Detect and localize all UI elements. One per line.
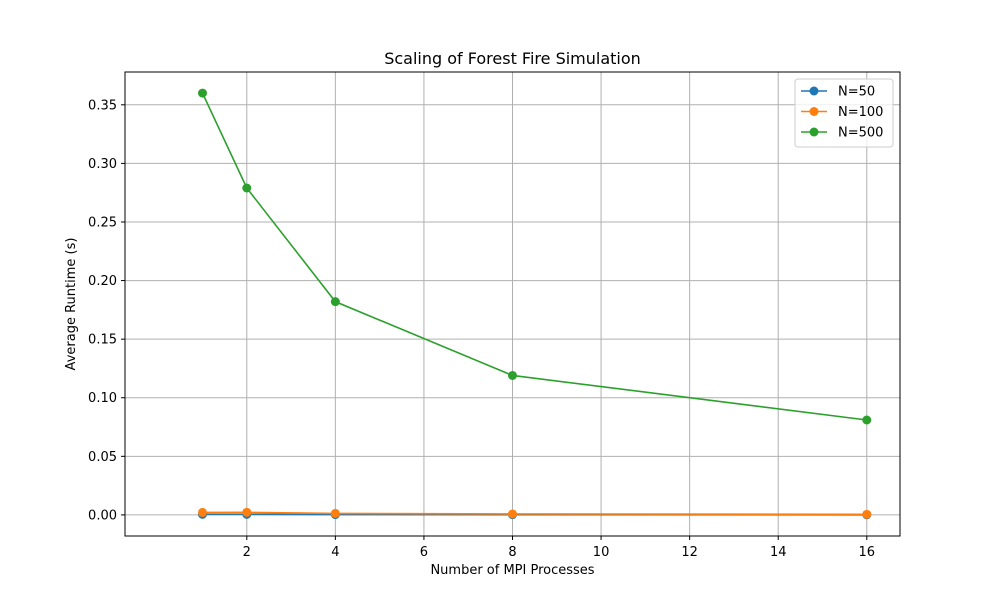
y-tick-label: 0.20 (88, 274, 117, 289)
y-ticks: 0.00 0.05 0.10 0.15 0.20 0.25 0.30 0.35 (88, 98, 125, 523)
legend-swatch-marker (809, 107, 819, 116)
y-tick-label: 0.35 (88, 98, 117, 113)
x-tick-label: 6 (420, 545, 428, 560)
chart-title: Scaling of Forest Fire Simulation (384, 49, 641, 68)
data-point (330, 508, 340, 518)
y-tick-label: 0.15 (88, 333, 117, 348)
legend-swatch-marker (809, 127, 819, 137)
series-layer (198, 88, 872, 520)
x-tick-label: 12 (681, 545, 698, 560)
data-point (862, 509, 872, 519)
y-tick-label: 0.25 (88, 215, 117, 230)
x-tick-label: 4 (331, 545, 339, 560)
legend-box (794, 78, 894, 148)
series-N=100 (198, 507, 872, 519)
legend-item: N=50 (801, 85, 875, 100)
legend-label: N=50 (838, 85, 875, 100)
y-tick-label: 0.00 (88, 508, 117, 523)
data-point (242, 507, 252, 517)
data-point (242, 183, 252, 193)
legend-label: N=500 (838, 126, 883, 141)
data-point (330, 297, 340, 307)
x-tick-label: 16 (859, 545, 876, 560)
y-tick-label: 0.30 (88, 157, 117, 172)
x-tick-label: 10 (593, 545, 610, 560)
legend: N=50 N=100 N=500 (794, 78, 894, 148)
y-tick-label: 0.10 (88, 391, 117, 406)
y-axis-title: Average Runtime (s) (64, 238, 79, 371)
legend-swatch-marker (809, 86, 819, 96)
series-N=500 (198, 88, 872, 425)
x-axis-title: Number of MPI Processes (430, 563, 594, 578)
x-tick-label: 8 (508, 545, 516, 560)
x-tick-label: 2 (243, 545, 251, 560)
x-tick-label: 14 (770, 545, 787, 560)
x-ticks: 2 4 6 8 10 12 14 16 (243, 536, 875, 560)
data-point (198, 507, 207, 517)
data-point (508, 509, 517, 519)
data-point (862, 415, 872, 425)
data-point (198, 88, 207, 98)
legend-item: N=100 (801, 105, 883, 120)
legend-item: N=500 (801, 126, 883, 141)
data-point (508, 370, 517, 380)
legend-label: N=100 (838, 105, 883, 120)
y-tick-label: 0.05 (88, 450, 117, 465)
